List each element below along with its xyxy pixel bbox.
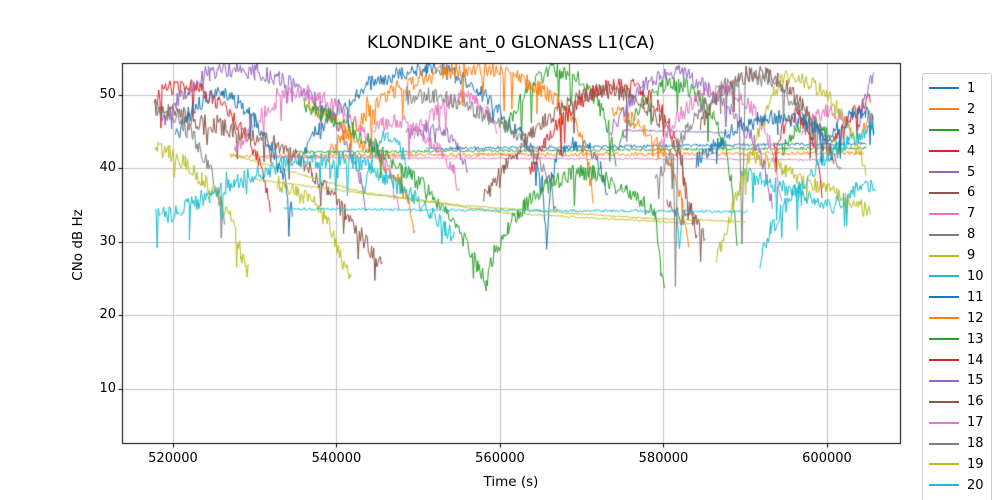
y-tick-label: 50	[99, 86, 116, 102]
legend-item: 20	[923, 475, 991, 496]
legend-item: 1	[923, 78, 991, 99]
legend-label: 14	[967, 352, 984, 368]
legend-label: 8	[967, 227, 976, 243]
legend-label: 13	[967, 331, 984, 347]
x-tick-label: 520000	[148, 451, 198, 466]
legend-label: 20	[967, 477, 984, 493]
legend-label: 9	[967, 248, 976, 264]
x-tick-label: 560000	[475, 451, 525, 466]
x-tick-label: 600000	[802, 451, 852, 466]
legend-swatch	[929, 379, 959, 382]
legend: 123456789101112131415161718192021	[922, 73, 992, 500]
legend-swatch	[929, 150, 959, 153]
x-tick-label: 580000	[638, 451, 689, 466]
y-tick-label: 30	[99, 233, 116, 249]
legend-item: 14	[923, 350, 991, 371]
y-tick-label: 40	[99, 160, 116, 176]
legend-label: 16	[967, 394, 984, 410]
legend-item: 21	[923, 496, 991, 500]
legend-item: 7	[923, 203, 991, 224]
legend-swatch	[929, 171, 959, 173]
x-tick-label: 540000	[311, 451, 362, 466]
legend-label: 2	[967, 101, 976, 117]
legend-item: 3	[923, 120, 991, 141]
legend-swatch	[929, 296, 959, 299]
legend-item: 13	[923, 329, 991, 350]
legend-swatch	[929, 400, 959, 403]
legend-swatch	[929, 421, 959, 424]
legend-label: 17	[967, 415, 984, 431]
legend-item: 17	[923, 412, 991, 433]
legend-item: 8	[923, 224, 991, 245]
legend-swatch	[929, 275, 959, 278]
legend-label: 19	[967, 456, 984, 472]
legend-swatch	[929, 212, 959, 215]
legend-item: 10	[923, 266, 991, 287]
legend-swatch	[929, 191, 959, 194]
legend-label: 12	[967, 310, 984, 326]
legend-item: 9	[923, 245, 991, 266]
legend-label: 11	[967, 289, 984, 305]
legend-item: 11	[923, 287, 991, 308]
legend-label: 7	[967, 206, 976, 222]
legend-label: 15	[967, 373, 984, 389]
legend-swatch	[929, 108, 959, 111]
legend-label: 5	[967, 164, 976, 180]
legend-swatch	[929, 463, 959, 466]
legend-swatch	[929, 359, 959, 362]
legend-label: 18	[967, 436, 984, 452]
y-tick-label: 10	[99, 380, 116, 396]
legend-label: 4	[967, 143, 976, 159]
legend-item: 6	[923, 182, 991, 203]
legend-item: 2	[923, 99, 991, 120]
legend-swatch	[929, 484, 959, 487]
legend-label: 6	[967, 185, 976, 201]
legend-item: 16	[923, 391, 991, 412]
legend-swatch	[929, 317, 959, 320]
legend-item: 5	[923, 162, 991, 183]
legend-label: 3	[967, 122, 976, 138]
y-tick-label: 20	[99, 307, 116, 323]
legend-swatch	[929, 254, 959, 257]
legend-swatch	[929, 129, 959, 132]
legend-swatch	[929, 338, 959, 341]
legend-item: 19	[923, 454, 991, 475]
legend-item: 12	[923, 308, 991, 329]
legend-label: 1	[967, 80, 976, 96]
legend-swatch	[929, 87, 959, 90]
legend-label: 10	[967, 268, 984, 284]
legend-swatch	[929, 233, 959, 236]
x-axis-label: Time (s)	[483, 474, 539, 490]
legend-item: 18	[923, 433, 991, 454]
legend-swatch	[929, 442, 959, 445]
legend-item: 15	[923, 370, 991, 391]
chart-title: KLONDIKE ant_0 GLONASS L1(CA)	[367, 33, 655, 53]
legend-item: 4	[923, 141, 991, 162]
